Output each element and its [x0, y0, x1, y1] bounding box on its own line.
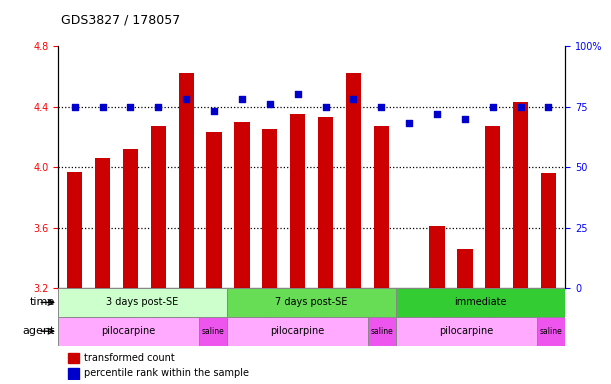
Bar [396, 288, 565, 317]
Bar [227, 288, 396, 317]
Point [98, 103, 108, 109]
Text: percentile rank within the sample: percentile rank within the sample [84, 368, 249, 378]
Point [209, 108, 219, 114]
Bar [58, 288, 227, 317]
Bar [513, 102, 529, 288]
Bar [227, 317, 368, 346]
Bar [123, 149, 138, 288]
Text: transformed count: transformed count [84, 353, 175, 363]
Bar [58, 317, 199, 346]
Bar [457, 249, 472, 288]
Point [237, 96, 247, 103]
Point [376, 103, 386, 109]
Point [293, 91, 302, 98]
Bar [318, 117, 333, 288]
Bar [541, 173, 556, 288]
Text: 7 days post-SE: 7 days post-SE [276, 297, 348, 308]
Bar [234, 122, 250, 288]
Point [544, 103, 554, 109]
Bar [95, 158, 111, 288]
Text: immediate: immediate [455, 297, 507, 308]
Text: agent: agent [23, 326, 55, 336]
Point [404, 121, 414, 127]
Bar [485, 126, 500, 288]
Bar [68, 353, 79, 363]
Text: pilocarpine: pilocarpine [101, 326, 156, 336]
Bar [199, 317, 227, 346]
Text: time: time [30, 297, 55, 308]
Bar [290, 114, 306, 288]
Text: saline: saline [202, 327, 224, 336]
Point [460, 116, 470, 122]
Bar [68, 368, 79, 379]
Point [348, 96, 358, 103]
Point [432, 111, 442, 117]
Point [265, 101, 275, 107]
Point [321, 103, 331, 109]
Point [181, 96, 191, 103]
Bar [207, 132, 222, 288]
Bar [151, 126, 166, 288]
Bar [430, 226, 445, 288]
Bar [346, 73, 361, 288]
Text: saline: saline [371, 327, 393, 336]
Text: saline: saline [540, 327, 563, 336]
Point [516, 103, 525, 109]
Bar [373, 126, 389, 288]
Point [126, 103, 136, 109]
Text: pilocarpine: pilocarpine [271, 326, 324, 336]
Bar [178, 73, 194, 288]
Bar [537, 317, 565, 346]
Text: GDS3827 / 178057: GDS3827 / 178057 [61, 13, 180, 26]
Text: 3 days post-SE: 3 days post-SE [106, 297, 178, 308]
Point [153, 103, 163, 109]
Bar [262, 129, 277, 288]
Bar [368, 317, 396, 346]
Point [488, 103, 497, 109]
Bar [67, 172, 82, 288]
Text: pilocarpine: pilocarpine [439, 326, 494, 336]
Bar [396, 317, 537, 346]
Point [70, 103, 79, 109]
